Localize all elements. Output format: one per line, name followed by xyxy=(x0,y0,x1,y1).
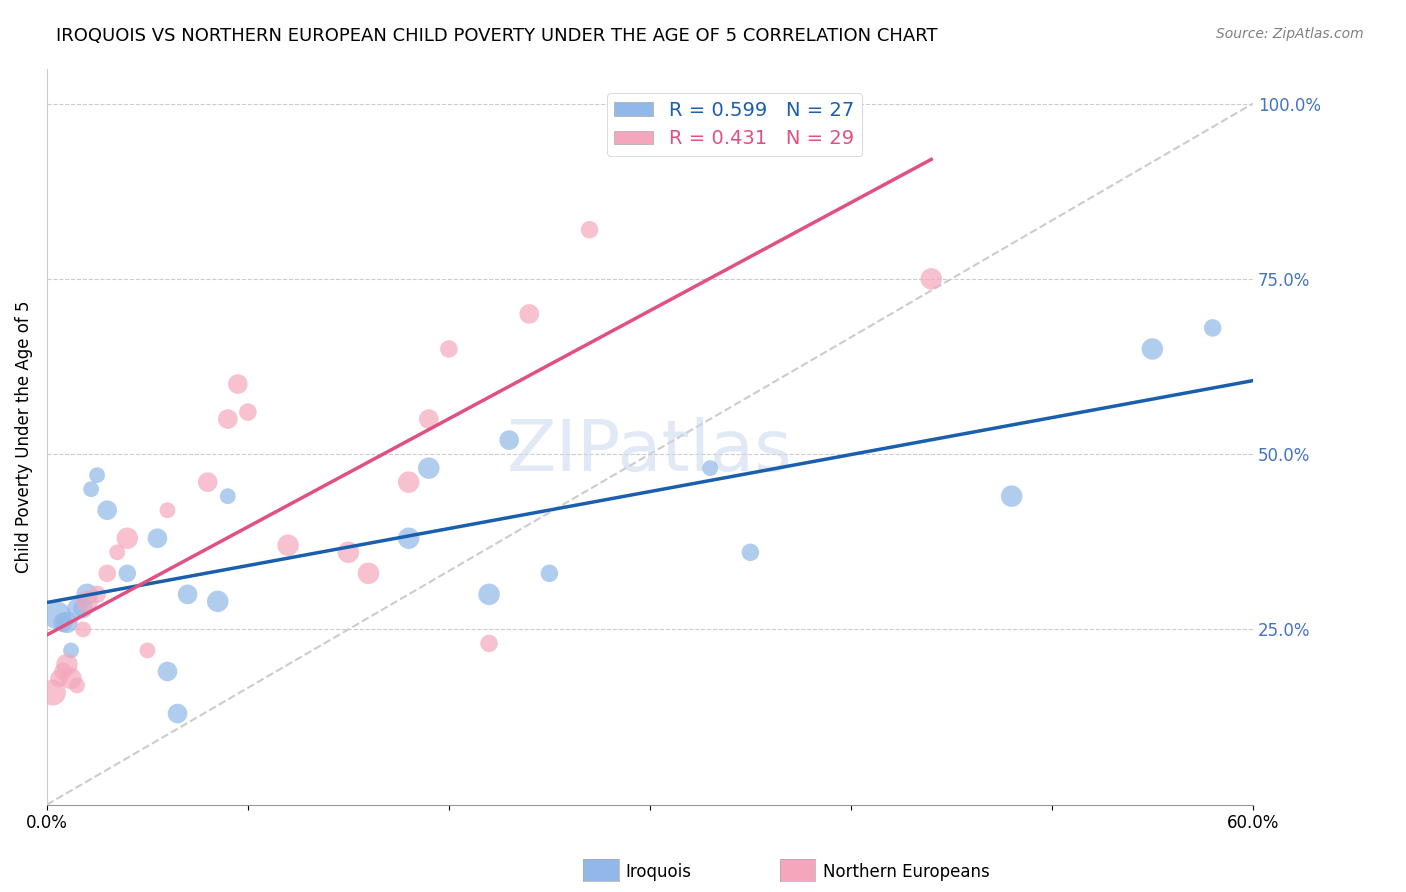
Point xyxy=(86,587,108,601)
Point xyxy=(517,307,540,321)
Point xyxy=(156,503,179,517)
Point xyxy=(52,665,75,679)
Point xyxy=(66,678,89,692)
Point xyxy=(478,587,501,601)
Text: Source: ZipAtlas.com: Source: ZipAtlas.com xyxy=(1216,27,1364,41)
Point xyxy=(146,531,169,545)
Point xyxy=(217,489,239,503)
Point xyxy=(117,531,139,545)
Point xyxy=(398,531,420,545)
Point xyxy=(52,615,75,630)
Point xyxy=(60,672,83,686)
Point xyxy=(76,587,98,601)
Point xyxy=(72,601,94,615)
Point xyxy=(86,468,108,483)
Point xyxy=(105,545,128,559)
Point xyxy=(176,587,198,601)
Point xyxy=(437,342,460,356)
Point xyxy=(197,475,219,490)
Point xyxy=(48,672,70,686)
Y-axis label: Child Poverty Under the Age of 5: Child Poverty Under the Age of 5 xyxy=(15,301,32,573)
Text: IROQUOIS VS NORTHERN EUROPEAN CHILD POVERTY UNDER THE AGE OF 5 CORRELATION CHART: IROQUOIS VS NORTHERN EUROPEAN CHILD POVE… xyxy=(56,27,938,45)
Text: ZIPatlas: ZIPatlas xyxy=(508,417,793,486)
Point xyxy=(357,566,380,581)
Point xyxy=(1201,321,1223,335)
Point xyxy=(740,125,762,139)
Point xyxy=(156,665,179,679)
Point xyxy=(478,636,501,650)
Point xyxy=(920,272,942,286)
Point xyxy=(96,503,118,517)
Point xyxy=(538,566,561,581)
Point xyxy=(45,608,67,623)
Point xyxy=(277,538,299,552)
Point xyxy=(398,475,420,490)
Point xyxy=(337,545,360,559)
Point xyxy=(166,706,188,721)
Point xyxy=(740,545,762,559)
Point xyxy=(226,377,249,392)
Point xyxy=(117,566,139,581)
Point xyxy=(96,566,118,581)
Point xyxy=(66,601,89,615)
Point xyxy=(699,461,721,475)
Point xyxy=(42,685,65,699)
Point xyxy=(207,594,229,608)
Point xyxy=(418,412,440,426)
Point xyxy=(60,643,83,657)
Point xyxy=(236,405,259,419)
Point xyxy=(217,412,239,426)
Legend: R = 0.599   N = 27, R = 0.431   N = 29: R = 0.599 N = 27, R = 0.431 N = 29 xyxy=(606,93,862,156)
Point xyxy=(498,433,520,447)
Text: Northern Europeans: Northern Europeans xyxy=(823,863,990,881)
Text: Iroquois: Iroquois xyxy=(626,863,692,881)
Point xyxy=(56,657,79,672)
Point xyxy=(1001,489,1024,503)
Point xyxy=(56,615,79,630)
Point xyxy=(80,482,103,496)
Point xyxy=(578,223,600,237)
Point xyxy=(72,623,94,637)
Point xyxy=(136,643,159,657)
Point xyxy=(76,594,98,608)
Point xyxy=(418,461,440,475)
Point xyxy=(1142,342,1164,356)
